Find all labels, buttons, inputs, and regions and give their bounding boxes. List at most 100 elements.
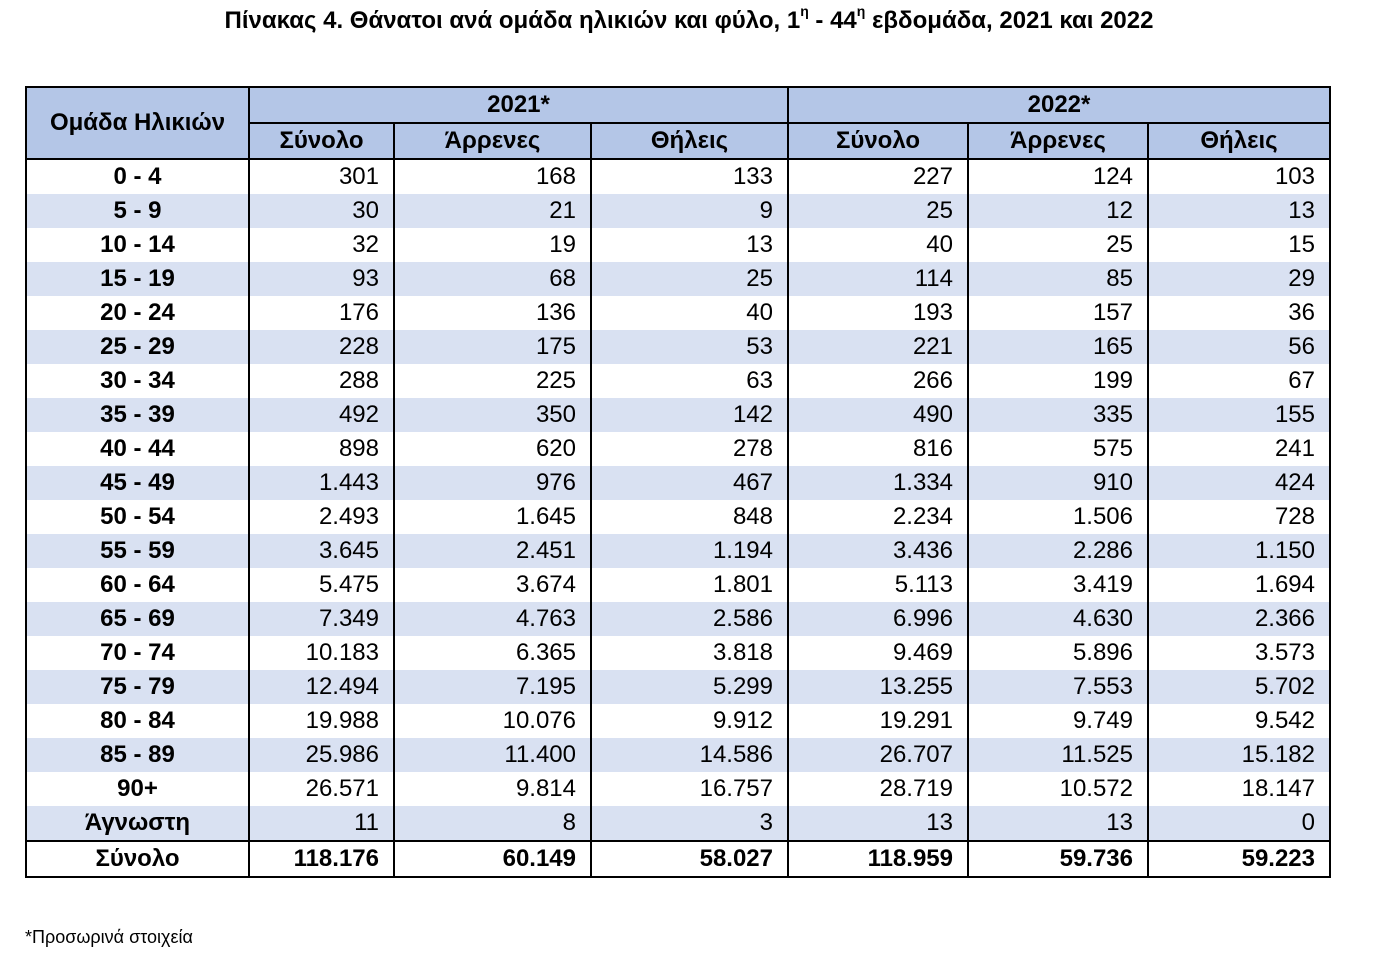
cell-2021-male: 9.814: [393, 772, 592, 806]
title-text-mid: - 44: [808, 7, 857, 34]
cell-2022-total: 19.291: [787, 704, 969, 738]
age-group-cell: 30 - 34: [25, 364, 250, 398]
cell-2022-female: 67: [1147, 364, 1331, 398]
cell-2021-female: 467: [590, 466, 789, 500]
cell-2022-female: 3.573: [1147, 636, 1331, 670]
col-2021-female: Θήλεις: [590, 122, 789, 160]
table-row: 30 - 34 288 225 63 266 199 67: [25, 364, 1331, 398]
col-2022-male: Άρρενες: [967, 122, 1149, 160]
cell-2021-female: 848: [590, 500, 789, 534]
table-row: 10 - 14 32 19 13 40 25 15: [25, 228, 1331, 262]
cell-2021-total: 26.571: [248, 772, 395, 806]
cell-2021-female: 9: [590, 194, 789, 228]
cell-2022-male: 335: [967, 398, 1149, 432]
cell-2022-total: 9.469: [787, 636, 969, 670]
cell-2022-total: 25: [787, 194, 969, 228]
cell-2021-female: 40: [590, 296, 789, 330]
cell-2021-male: 976: [393, 466, 592, 500]
cell-2021-female: 13: [590, 228, 789, 262]
age-group-cell: 65 - 69: [25, 602, 250, 636]
total-label: Σύνολο: [25, 840, 250, 878]
cell-2022-total: 816: [787, 432, 969, 466]
cell-2021-male: 225: [393, 364, 592, 398]
table-row: 40 - 44 898 620 278 816 575 241: [25, 432, 1331, 466]
cell-2021-male: 19: [393, 228, 592, 262]
cell-2022-male: 9.749: [967, 704, 1149, 738]
col-2021-male: Άρρενες: [393, 122, 592, 160]
cell-2021-female: 9.912: [590, 704, 789, 738]
cell-2022-total: 28.719: [787, 772, 969, 806]
cell-2021-female: 1.801: [590, 568, 789, 602]
cell-2021-female: 53: [590, 330, 789, 364]
cell-2021-male: 68: [393, 262, 592, 296]
cell-2022-total: 3.436: [787, 534, 969, 568]
table-row: 55 - 59 3.645 2.451 1.194 3.436 2.286 1.150: [25, 534, 1331, 568]
age-group-cell: 40 - 44: [25, 432, 250, 466]
table-row: 85 - 89 25.986 11.400 14.586 26.707 11.525 15.…: [25, 738, 1331, 772]
cell-2022-female: 103: [1147, 158, 1331, 194]
cell-2021-total: 12.494: [248, 670, 395, 704]
cell-2021-female: 278: [590, 432, 789, 466]
cell-2021-total: 32: [248, 228, 395, 262]
title-superscript-1: η: [800, 3, 809, 19]
cell-2021-total: 2.493: [248, 500, 395, 534]
cell-2022-female: 0: [1147, 806, 1331, 841]
cell-2021-total: 301: [248, 158, 395, 194]
age-group-cell: 0 - 4: [25, 158, 250, 194]
age-group-cell: 15 - 19: [25, 262, 250, 296]
cell-2021-female: 63: [590, 364, 789, 398]
title-text: Πίνακας 4. Θάνατοι ανά ομάδα ηλικιών και…: [224, 7, 801, 34]
cell-2021-female: 14.586: [590, 738, 789, 772]
cell-2021-female: 3: [590, 806, 789, 841]
table-row: 0 - 4 301 168 133 227 124 103: [25, 158, 1331, 194]
cell-2021-male: 7.195: [393, 670, 592, 704]
table-row: 25 - 29 228 175 53 221 165 56: [25, 330, 1331, 364]
cell-2021-total: 25.986: [248, 738, 395, 772]
footnote: *Προσωρινά στοιχεία: [25, 927, 193, 947]
cell-2021-male: 21: [393, 194, 592, 228]
cell-2022-total: 40: [787, 228, 969, 262]
cell-2021-total: 7.349: [248, 602, 395, 636]
total-row: Σύνολο 118.176 60.149 58.027 118.959 59.736 59…: [25, 840, 1331, 878]
year-2021-header: 2021*: [248, 86, 789, 124]
cell-2021-total: 118.176: [248, 840, 395, 878]
age-group-cell: Άγνωστη: [25, 806, 250, 841]
title-superscript-2: η: [856, 3, 866, 19]
header-row-years: Ομάδα Ηλικιών 2021* 2022*: [25, 86, 1331, 160]
cell-2021-total: 19.988: [248, 704, 395, 738]
cell-2022-female: 2.366: [1147, 602, 1331, 636]
cell-2021-total: 288: [248, 364, 395, 398]
table-title: Πίνακας 4. Θάνατοι ανά ομάδα ηλικιών και…: [0, 3, 1378, 36]
age-group-cell: 25 - 29: [25, 330, 250, 364]
cell-2021-female: 133: [590, 158, 789, 194]
cell-2022-male: 910: [967, 466, 1149, 500]
cell-2022-male: 165: [967, 330, 1149, 364]
cell-2022-male: 7.553: [967, 670, 1149, 704]
table-body: 0 - 4 301 168 133 227 124 103 5 - 9 30 21 9 25 12 13 1…: [25, 158, 1331, 878]
table-row: 70 - 74 10.183 6.365 3.818 9.469 5.896 3.573: [25, 636, 1331, 670]
cell-2022-female: 5.702: [1147, 670, 1331, 704]
cell-2022-female: 9.542: [1147, 704, 1331, 738]
table-row: 65 - 69 7.349 4.763 2.586 6.996 4.630 2.366: [25, 602, 1331, 636]
cell-2022-female: 56: [1147, 330, 1331, 364]
cell-2021-male: 11.400: [393, 738, 592, 772]
cell-2021-total: 5.475: [248, 568, 395, 602]
age-group-cell: 85 - 89: [25, 738, 250, 772]
age-group-header: Ομάδα Ηλικιών: [25, 86, 250, 160]
cell-2022-male: 575: [967, 432, 1149, 466]
cell-2021-male: 3.674: [393, 568, 592, 602]
cell-2022-male: 3.419: [967, 568, 1149, 602]
cell-2021-male: 168: [393, 158, 592, 194]
cell-2022-total: 26.707: [787, 738, 969, 772]
age-group-cell: 10 - 14: [25, 228, 250, 262]
cell-2021-male: 2.451: [393, 534, 592, 568]
age-group-cell: 70 - 74: [25, 636, 250, 670]
table-row: 80 - 84 19.988 10.076 9.912 19.291 9.749 9.542: [25, 704, 1331, 738]
cell-2022-total: 5.113: [787, 568, 969, 602]
table-row: 90+ 26.571 9.814 16.757 28.719 10.572 18.147: [25, 772, 1331, 806]
cell-2022-female: 424: [1147, 466, 1331, 500]
cell-2021-total: 10.183: [248, 636, 395, 670]
cell-2021-total: 30: [248, 194, 395, 228]
col-2022-total: Σύνολο: [787, 122, 969, 160]
cell-2021-total: 1.443: [248, 466, 395, 500]
